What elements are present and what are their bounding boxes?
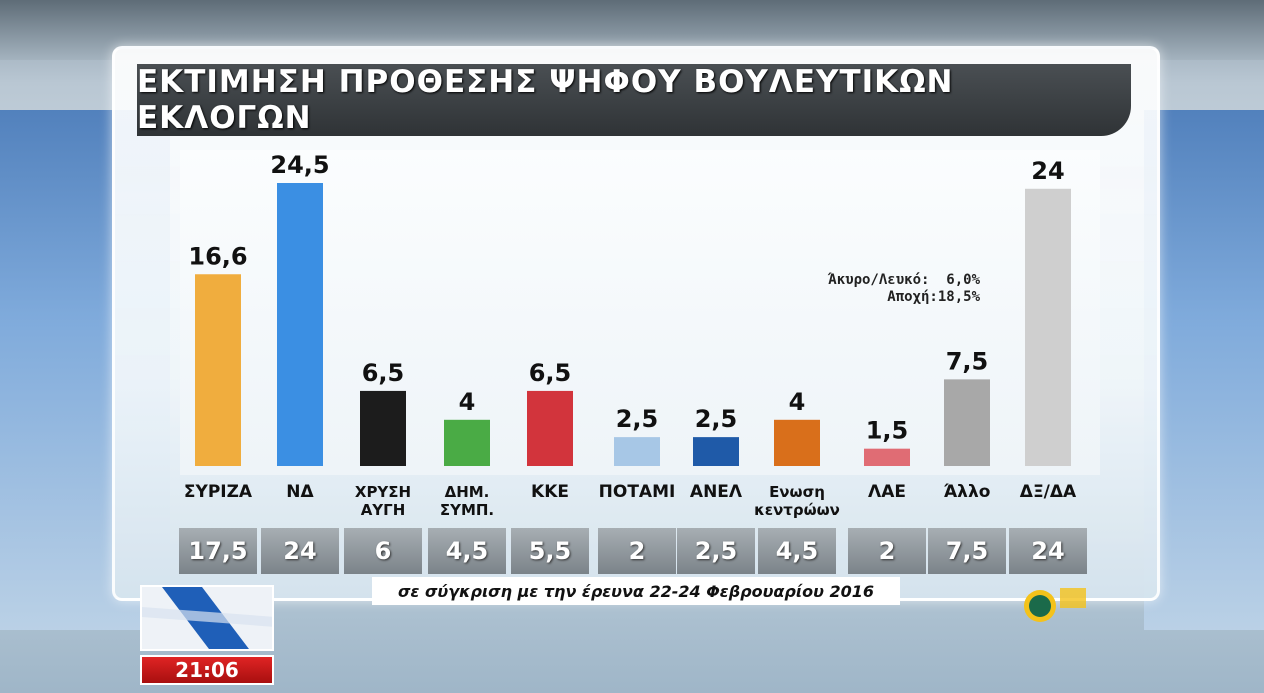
bar-value-label-10: 24 <box>1031 157 1064 185</box>
previous-value-0: 17,5 <box>179 528 257 574</box>
previous-value-10: 24 <box>1009 528 1087 574</box>
category-label-1: ΝΔ <box>286 482 314 502</box>
category-label-7-line-1: κεντρώων <box>754 501 840 519</box>
bar-4 <box>527 390 573 466</box>
category-label-7-line-0: Ενωση <box>769 483 825 501</box>
bar-9 <box>944 379 990 466</box>
bar-value-label-1: 24,5 <box>270 151 329 179</box>
bar-3 <box>444 419 490 466</box>
previous-value-8: 2 <box>848 528 926 574</box>
bar-8 <box>864 448 910 466</box>
previous-value-6: 2,5 <box>677 528 755 574</box>
bar-5 <box>614 437 660 466</box>
comparison-note: σε σύγκριση με την έρευνα 22-24 Φεβρουαρ… <box>372 577 900 605</box>
abstention-note: Αποχή:18,5% <box>887 289 980 305</box>
title-bar: ΕΚΤΙΜΗΣΗ ΠΡΟΘΕΣΗΣ ΨΗΦΟΥ ΒΟΥΛΕΥΤΙΚΩΝ ΕΚΛΟ… <box>137 64 1131 136</box>
bar-2 <box>360 390 406 466</box>
previous-value-2: 6 <box>344 528 422 574</box>
clock-display: 21:06 <box>140 655 274 685</box>
bar-7 <box>774 419 820 466</box>
previous-value-7: 4,5 <box>758 528 836 574</box>
bar-value-label-8: 1,5 <box>866 417 909 445</box>
category-label-2-line-0: ΧΡΥΣΗ <box>355 483 411 501</box>
previous-survey-strip: 17,5 24 6 4,5 5,5 2 2,5 4,5 2 7,5 24 <box>179 528 1087 574</box>
logo-mark-icon <box>1060 588 1086 608</box>
previous-value-4: 5,5 <box>511 528 589 574</box>
category-label-3-line-0: ΔΗΜ. <box>445 483 490 501</box>
university-logo <box>1024 588 1086 622</box>
category-label-2-line-1: ΑΥΓΗ <box>361 501 406 519</box>
category-label-5: ΠΟΤΑΜΙ <box>599 482 676 502</box>
bar-value-label-0: 16,6 <box>188 242 247 270</box>
previous-value-3: 4,5 <box>428 528 506 574</box>
category-label-3-line-1: ΣΥΜΠ. <box>440 501 494 519</box>
bar-value-label-7: 4 <box>789 388 806 416</box>
bar-value-label-4: 6,5 <box>529 359 572 387</box>
previous-value-1: 24 <box>261 528 339 574</box>
category-label-6: ΑΝΕΛ <box>690 482 743 502</box>
video-thumbnail <box>140 585 274 651</box>
logo-seal-icon <box>1029 595 1051 617</box>
bar-10 <box>1025 188 1071 466</box>
bar-value-label-9: 7,5 <box>946 347 989 375</box>
category-label-9: Άλλο <box>944 482 991 502</box>
invalid-blank-note: Άκυρο/Λευκό: 6,0% <box>828 272 980 288</box>
category-label-10: ΔΞ/ΔΑ <box>1020 482 1077 502</box>
category-label-4: ΚΚΕ <box>531 482 569 502</box>
category-label-8: ΛΑΕ <box>868 482 906 502</box>
bar-1 <box>277 183 323 466</box>
bar-value-label-5: 2,5 <box>616 405 659 433</box>
bar-value-label-2: 6,5 <box>362 359 405 387</box>
bar-value-label-3: 4 <box>459 388 476 416</box>
bar-0 <box>195 274 241 466</box>
bar-6 <box>693 437 739 466</box>
flag-icon <box>142 587 272 649</box>
bar-value-label-6: 2,5 <box>695 405 738 433</box>
notes-block: Άκυρο/Λευκό: 6,0% Αποχή:18,5% <box>740 272 980 306</box>
previous-value-5: 2 <box>598 528 676 574</box>
category-label-0: ΣΥΡΙΖΑ <box>184 482 253 502</box>
chart-title: ΕΚΤΙΜΗΣΗ ΠΡΟΘΕΣΗΣ ΨΗΦΟΥ ΒΟΥΛΕΥΤΙΚΩΝ ΕΚΛΟ… <box>137 64 954 136</box>
previous-value-9: 7,5 <box>928 528 1006 574</box>
background-stripe-right <box>1144 110 1264 630</box>
